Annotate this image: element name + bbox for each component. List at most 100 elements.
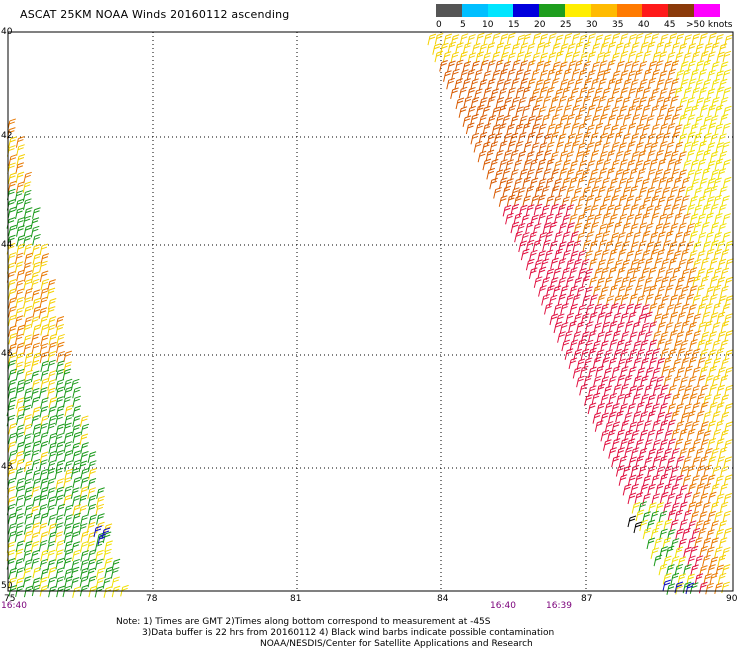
wind-barb <box>495 59 504 72</box>
wind-barb <box>7 496 16 508</box>
wind-barb <box>495 42 505 54</box>
wind-barb <box>642 87 651 99</box>
wind-barb <box>513 212 523 225</box>
wind-barb <box>619 366 629 378</box>
wind-barb <box>574 41 584 54</box>
legend-swatch-6 <box>590 4 617 17</box>
wind-barb <box>463 95 473 108</box>
lat-label-50: 50 <box>1 581 13 591</box>
wind-barb <box>683 421 693 433</box>
wind-barb <box>647 133 656 145</box>
wind-barb <box>719 501 729 514</box>
wind-barb <box>511 59 521 72</box>
wind-barb <box>600 429 610 442</box>
wind-barb <box>598 78 607 91</box>
wind-barb <box>518 204 528 217</box>
legend-swatch-2 <box>487 4 514 17</box>
wind-barb <box>566 78 576 91</box>
wind-barb <box>699 401 709 414</box>
wind-barb <box>525 204 535 216</box>
wind-barb <box>671 131 681 144</box>
wind-barb <box>686 149 696 162</box>
wind-barb <box>654 60 664 72</box>
wind-barb <box>487 96 496 108</box>
wind-barb <box>669 329 678 342</box>
wind-barb <box>666 51 676 64</box>
wind-barb <box>23 316 33 328</box>
wind-barb <box>7 252 17 264</box>
wind-barb <box>39 451 49 464</box>
wind-barb <box>30 271 40 284</box>
wind-barb <box>495 97 505 109</box>
wind-barb <box>637 150 647 162</box>
wind-barb <box>695 150 704 162</box>
wind-barb <box>574 78 583 91</box>
wind-barb <box>701 311 711 324</box>
wind-barb <box>63 523 73 535</box>
lon-label-84: 84 <box>437 594 449 604</box>
wind-barb <box>103 586 113 598</box>
wind-barb <box>553 321 563 334</box>
wind-barb <box>677 293 686 306</box>
wind-barb <box>706 177 716 190</box>
wind-barb <box>691 51 701 63</box>
wind-barb <box>55 413 64 426</box>
wind-barb <box>7 379 17 391</box>
wind-barb <box>616 374 626 387</box>
wind-barb <box>627 492 637 505</box>
wind-barb <box>718 43 728 55</box>
wind-barb <box>687 375 697 388</box>
wind-barb <box>631 502 641 514</box>
wind-barb <box>571 140 580 153</box>
wind-barb <box>679 78 689 91</box>
wind-barb <box>78 504 88 517</box>
wind-barb <box>550 203 559 216</box>
wind-barb <box>675 455 685 468</box>
wind-barb <box>526 131 536 144</box>
wind-barb <box>519 60 528 72</box>
wind-barb <box>466 69 476 81</box>
wind-barb <box>475 32 485 45</box>
wind-barb <box>669 223 679 235</box>
wind-barb <box>39 486 49 499</box>
wind-barb <box>23 343 32 355</box>
wind-barb <box>618 213 628 226</box>
wind-barb <box>635 384 645 397</box>
wind-barb <box>483 87 492 99</box>
wind-barb <box>666 583 676 595</box>
wind-barb <box>48 585 57 598</box>
wind-barb <box>511 78 520 90</box>
wind-barb <box>689 213 699 226</box>
wind-barb <box>55 379 65 391</box>
wind-barb <box>47 459 57 472</box>
wind-barb <box>700 257 710 270</box>
wind-barb <box>506 32 516 45</box>
wind-barb <box>587 402 597 415</box>
wind-barb <box>704 303 713 315</box>
wind-barb <box>608 320 618 333</box>
wind-barb <box>55 360 65 372</box>
wind-barb <box>46 387 56 400</box>
wind-barb <box>687 520 697 532</box>
wind-barb <box>542 41 552 54</box>
wind-barb <box>720 285 729 298</box>
wind-barb <box>498 177 508 189</box>
wind-barb <box>8 567 18 580</box>
wind-barb <box>675 33 685 46</box>
wind-barb <box>475 51 485 63</box>
wind-barb <box>682 546 692 559</box>
wind-barb <box>692 294 701 307</box>
wind-barb <box>55 405 65 417</box>
wind-barb <box>56 350 65 363</box>
wind-barb <box>710 169 720 181</box>
wind-barb <box>519 168 528 181</box>
wind-barb <box>691 527 701 540</box>
wind-barb <box>513 178 523 190</box>
wind-barb <box>8 432 17 445</box>
wind-barb <box>634 32 644 45</box>
wind-barb <box>609 339 618 351</box>
wind-barb <box>688 356 698 369</box>
wind-barb <box>724 384 733 397</box>
wind-barb <box>517 132 527 144</box>
wind-barb <box>667 475 677 487</box>
